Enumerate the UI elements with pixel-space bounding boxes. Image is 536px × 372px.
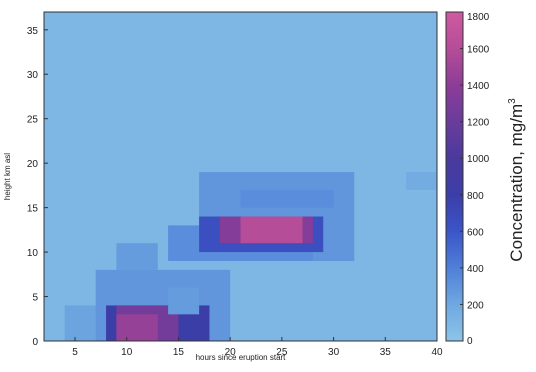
x-tick-label: 25	[276, 347, 288, 358]
colorbar-label-text: Concentration, mg/m	[507, 104, 526, 262]
y-tick-label: 0	[32, 337, 38, 348]
plot-area	[44, 12, 437, 341]
colorbar-tick-label: 1400	[467, 81, 490, 92]
x-tick-label: 20	[225, 347, 237, 358]
y-tick-label: 5	[32, 293, 38, 304]
heatmap-cell	[240, 216, 303, 244]
heatmap-cell	[116, 314, 158, 341]
y-axis: 0 5 10 15 20 25 30 35	[27, 26, 48, 348]
heatmap-cell	[405, 172, 437, 190]
colorbar-tick-label: 400	[467, 264, 484, 275]
plot-frame	[43, 11, 438, 342]
colorbar-tick-label: 800	[467, 191, 484, 202]
colorbar-tick-label: 1600	[467, 45, 490, 56]
heatmap-cell	[240, 189, 334, 208]
x-tick-label: 10	[121, 347, 133, 358]
y-tick-label: 20	[27, 159, 39, 170]
x-axis-label: hours since eruption start	[196, 353, 287, 362]
colorbar: 0 200 400 600 800 1000 1200 1400 1600 1800	[445, 11, 490, 347]
colorbar-tick-label: 1200	[467, 118, 490, 129]
x-tick-label: 35	[380, 347, 392, 358]
y-tick-label: 25	[27, 115, 39, 126]
x-tick-label: 5	[72, 347, 78, 358]
colorbar-gradient	[445, 11, 464, 342]
heatmap-cell	[116, 243, 158, 270]
colorbar-label-superscript: 3	[507, 98, 518, 104]
colorbar-tick-label: 1800	[467, 12, 490, 23]
colorbar-tick-label: 200	[467, 300, 484, 311]
y-tick-label: 15	[27, 204, 39, 215]
x-tick-label: 15	[173, 347, 185, 358]
colorbar-tick-label: 1000	[467, 154, 490, 165]
x-tick-label: 30	[328, 347, 340, 358]
colorbar-tick-label: 600	[467, 227, 484, 238]
x-axis: 5 10 15 20 25 30 35 40	[72, 337, 443, 358]
x-tick-label: 40	[431, 347, 443, 358]
colorbar-label: Concentration, mg/m3	[507, 98, 526, 262]
y-tick-label: 30	[27, 70, 39, 81]
y-axis-label: height km asl	[3, 153, 12, 200]
y-tick-label: 35	[27, 26, 39, 37]
heatmap-cell	[168, 287, 200, 315]
y-tick-label: 10	[27, 248, 39, 259]
colorbar-tick-label: 0	[467, 336, 473, 347]
